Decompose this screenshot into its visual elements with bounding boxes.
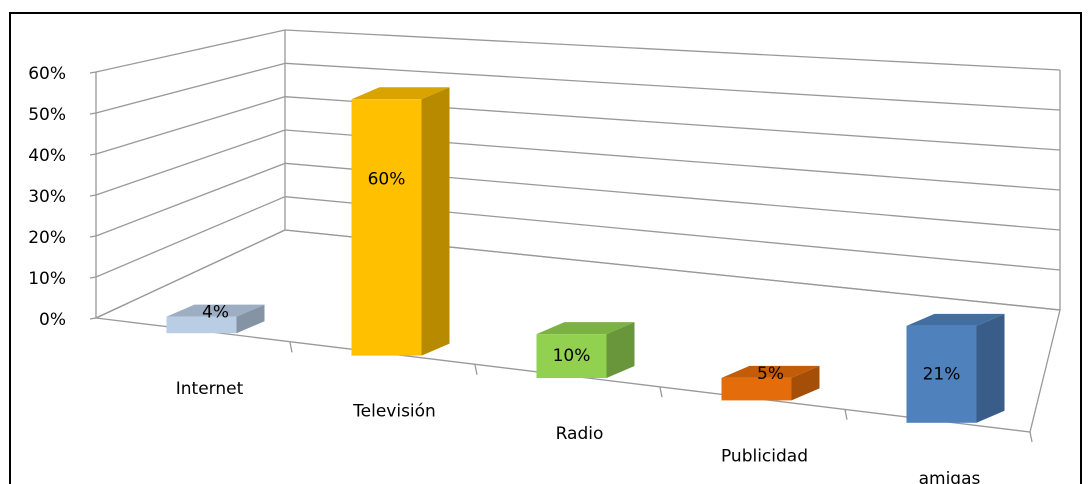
x-tick-label: Internet bbox=[176, 379, 244, 399]
bar-side bbox=[791, 365, 820, 401]
x-tick-label: Publicidad bbox=[721, 446, 808, 466]
category-tick bbox=[659, 387, 663, 398]
tick-mark bbox=[89, 153, 97, 156]
y-tick-label: 60% bbox=[28, 64, 66, 84]
chart-frame bbox=[9, 12, 1082, 484]
bar-side bbox=[606, 322, 635, 378]
x-tick-label: Radio bbox=[556, 424, 604, 444]
y-tick-label: 0% bbox=[39, 310, 66, 330]
x-tick-label: amigas bbox=[919, 469, 981, 484]
floor bbox=[93, 229, 1061, 433]
grid-line bbox=[95, 62, 286, 114]
data-label: 4% bbox=[202, 303, 229, 323]
bar bbox=[906, 325, 977, 423]
y-tick-label: 20% bbox=[28, 228, 66, 248]
data-label: 21% bbox=[923, 364, 961, 384]
bar bbox=[721, 377, 792, 401]
category-tick bbox=[1029, 431, 1033, 443]
bar-top bbox=[721, 365, 820, 378]
bar-top bbox=[351, 87, 450, 100]
y-tick-label: 50% bbox=[28, 105, 66, 125]
data-label: 5% bbox=[757, 364, 784, 384]
category-tick bbox=[289, 342, 293, 353]
bar-top bbox=[536, 322, 635, 335]
bar-side bbox=[976, 313, 1005, 423]
bar-side bbox=[421, 87, 450, 356]
y-tick-label: 10% bbox=[28, 269, 66, 289]
tick-mark bbox=[89, 112, 97, 115]
bar bbox=[166, 316, 237, 334]
grid-line bbox=[95, 196, 286, 278]
bar-top bbox=[166, 304, 265, 317]
data-label: 60% bbox=[368, 169, 406, 189]
category-tick bbox=[474, 364, 478, 375]
grid-line bbox=[95, 96, 286, 155]
bar bbox=[351, 99, 422, 356]
tick-mark bbox=[89, 194, 97, 197]
data-label: 10% bbox=[553, 346, 591, 366]
y-tick-label: 30% bbox=[28, 187, 66, 207]
tick-mark bbox=[89, 276, 97, 279]
bar-side bbox=[236, 304, 265, 334]
grid-line bbox=[95, 162, 286, 237]
grid-line bbox=[284, 62, 1061, 111]
x-tick-label: Televisión bbox=[352, 402, 436, 422]
grid-line bbox=[95, 129, 286, 196]
tick-mark bbox=[89, 71, 97, 74]
bar-top bbox=[906, 313, 1005, 326]
tick-mark bbox=[89, 235, 97, 238]
grid-line bbox=[95, 29, 286, 73]
grid-line bbox=[284, 29, 1061, 71]
y-tick-label: 40% bbox=[28, 146, 66, 166]
category-tick bbox=[844, 409, 848, 420]
bar bbox=[536, 334, 607, 378]
